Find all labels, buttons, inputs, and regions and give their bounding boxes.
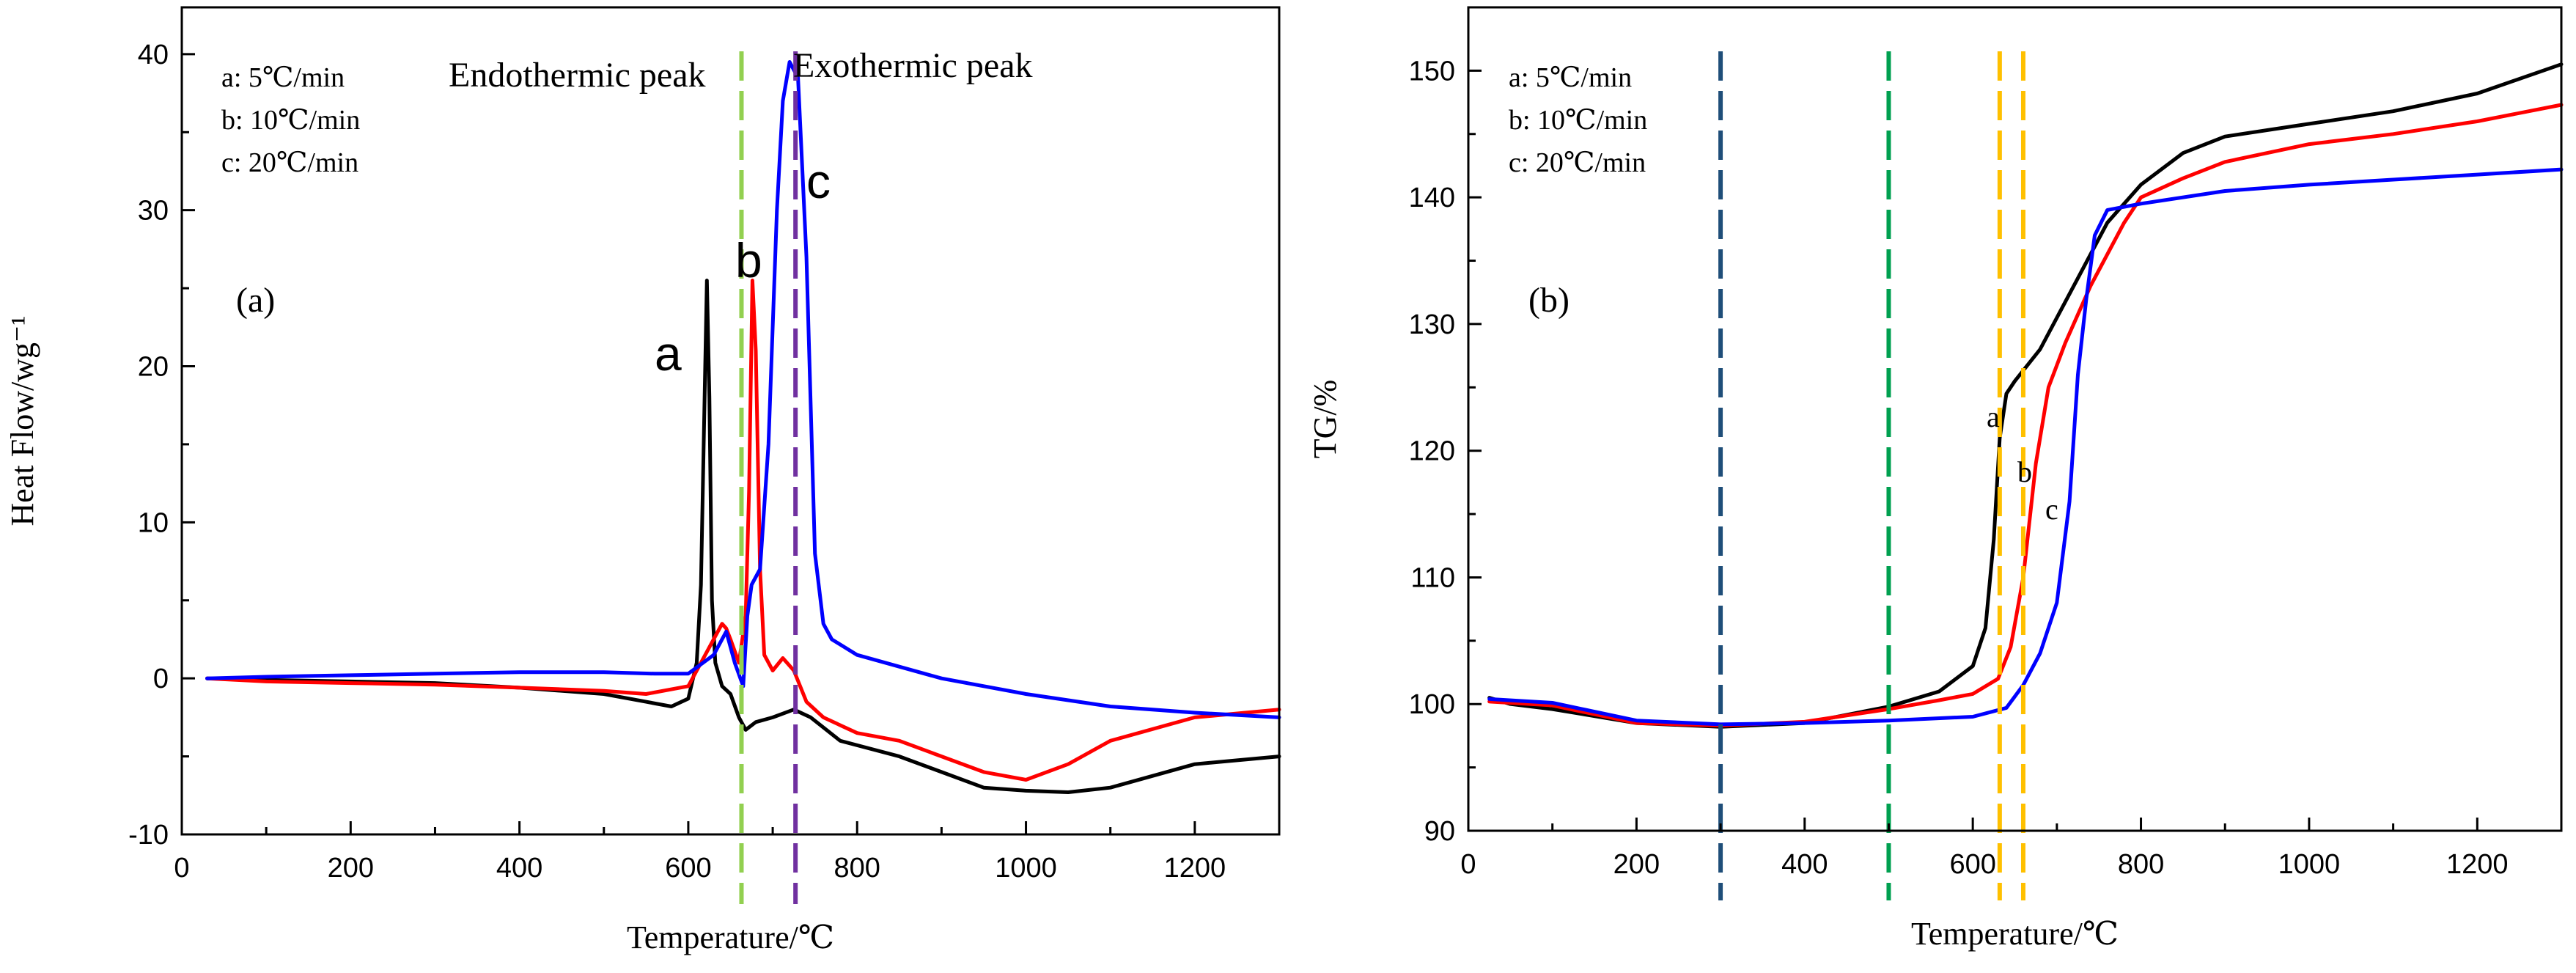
- chart-a-y-tick-label: -10: [128, 820, 169, 851]
- chart-a-x-tick-label: 800: [834, 853, 880, 884]
- chart-b-x-tick-label: 1000: [2278, 849, 2341, 880]
- chart-a: 0 200 400 600 800 1000 1200-10010203040Tempera…: [4, 6, 1281, 955]
- chart-a-series-c-line: [205, 60, 1281, 719]
- chart-a-y-tick-label: 30: [138, 196, 169, 227]
- chart-a-y-tick-label: 0: [153, 664, 169, 694]
- chart-b-y-tick-label: 90: [1424, 816, 1455, 847]
- chart-a-annotation-3: a: [655, 326, 682, 381]
- chart-a-y-tick-label: 20: [138, 352, 169, 383]
- chart-b-legend-entry-3: c: 20℃/min: [1509, 147, 1646, 178]
- chart-a-legend-entry-1: a: 5℃/min: [221, 62, 345, 93]
- chart-b: 0 200 400 600 800 1000 1200 90 100 110 120 130 140 15…: [1307, 6, 2564, 952]
- chart-b-x-tick-label: 0: [1460, 849, 1476, 880]
- chart-b-y-tick-label: 100: [1409, 689, 1455, 720]
- chart-b-series-c-line: [1487, 167, 2564, 727]
- chart-b-annotation-2: b: [2017, 455, 2032, 488]
- chart-b-legend-entry-1: a: 5℃/min: [1509, 62, 1632, 93]
- chart-a-y-tick-label: 40: [138, 40, 169, 70]
- chart-a-x-tick-label: 600: [665, 853, 711, 884]
- chart-a-series-b-line: [205, 279, 1281, 782]
- chart-a-x-tick-label: 0: [174, 853, 189, 884]
- chart-a-x-tick-label: 1000: [995, 853, 1057, 884]
- chart-a-panel-label: (a): [236, 281, 275, 320]
- chart-a-series-a-line: [205, 279, 1281, 794]
- chart-b-y-tick-label: 140: [1409, 183, 1455, 213]
- chart-b-x-axis-label: Temperature/℃: [1911, 916, 2119, 952]
- chart-b-legend-entry-2: b: 10℃/min: [1509, 105, 1647, 136]
- chart-a-y-axis-label: Heat Flow/wg⁻¹: [4, 316, 40, 526]
- chart-a-frame: [180, 6, 1281, 836]
- chart-b-x-tick-label: 600: [1949, 849, 1995, 880]
- chart-b-x-tick-label: 1200: [2446, 849, 2509, 880]
- chart-b-x-tick-label: 200: [1613, 849, 1660, 880]
- chart-b-y-tick-label: 120: [1409, 436, 1455, 467]
- chart-b-y-tick-label: 150: [1409, 56, 1455, 87]
- chart-a-annotation-4: b: [735, 233, 762, 287]
- chart-a-annotation-2: Exothermic peak: [793, 46, 1033, 85]
- chart-b-x-tick-label: 800: [2118, 849, 2164, 880]
- chart-a-annotation-1: Endothermic peak: [449, 56, 706, 95]
- chart-b-y-tick-label: 110: [1410, 562, 1455, 593]
- chart-b-x-tick-label: 400: [1781, 849, 1828, 880]
- chart-a-x-axis-label: Temperature/℃: [627, 919, 834, 955]
- chart-a-x-tick-label: 400: [496, 853, 542, 884]
- chart-a-legend-entry-3: c: 20℃/min: [221, 147, 358, 178]
- chart-b-y-tick-label: 130: [1409, 309, 1455, 340]
- chart-b-annotation-3: c: [2045, 493, 2058, 526]
- chart-a-x-tick-label: 200: [328, 853, 374, 884]
- chart-a-legend-entry-2: b: 10℃/min: [221, 105, 360, 136]
- chart-a-y-tick-label: 10: [138, 507, 169, 538]
- chart-b-panel-label: (b): [1528, 281, 1569, 320]
- chart-b-frame: [1467, 6, 2563, 832]
- chart-a-x-tick-label: 1200: [1164, 853, 1226, 884]
- chart-a-annotation-5: c: [806, 154, 831, 208]
- chart-b-y-axis-label: TG/%: [1307, 380, 1343, 459]
- chart-b-annotation-1: a: [1987, 400, 2000, 433]
